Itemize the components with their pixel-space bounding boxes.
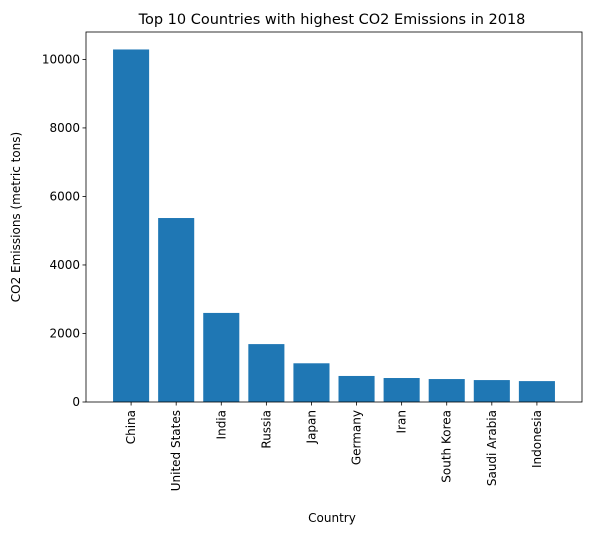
x-tick-label: Russia [259, 410, 273, 449]
bar-saudi-arabia [473, 380, 510, 402]
bar-russia [248, 344, 285, 402]
x-tick-label: South Korea [440, 410, 454, 483]
bars-group [113, 49, 555, 402]
y-tick-label: 4000 [49, 258, 80, 272]
y-tick-label: 10000 [42, 52, 80, 66]
chart-title: Top 10 Countries with highest CO2 Emissi… [138, 12, 526, 28]
y-tick-label: 0 [72, 395, 80, 409]
bar-japan [293, 363, 330, 402]
x-axis-label: Country [308, 511, 356, 525]
x-tick-label: India [214, 410, 228, 439]
x-tick-label: Japan [304, 410, 318, 444]
x-axis-ticks: China United States India Russia Japan German… [124, 402, 544, 491]
bar-indonesia [518, 381, 555, 402]
x-tick-label: Saudi Arabia [485, 410, 499, 486]
y-axis-ticks: 0 2000 4000 6000 8000 10000 [42, 52, 86, 409]
bar-china [113, 49, 150, 402]
x-tick-label: Iran [395, 410, 409, 433]
y-tick-label: 6000 [49, 189, 80, 203]
x-tick-label: Germany [350, 410, 364, 465]
bar-germany [338, 375, 375, 402]
x-tick-label: China [124, 410, 138, 444]
bar-india [203, 312, 240, 402]
x-tick-label: Indonesia [530, 410, 544, 468]
plot-frame [85, 31, 583, 403]
y-tick-label: 2000 [49, 326, 80, 340]
y-tick-label: 8000 [49, 121, 80, 135]
x-tick-label: United States [169, 410, 183, 491]
bar-iran [383, 378, 420, 402]
bar-united-states [158, 218, 195, 402]
y-axis-label: CO2 Emissions (metric tons) [9, 132, 23, 302]
bar-south-korea [428, 379, 465, 402]
